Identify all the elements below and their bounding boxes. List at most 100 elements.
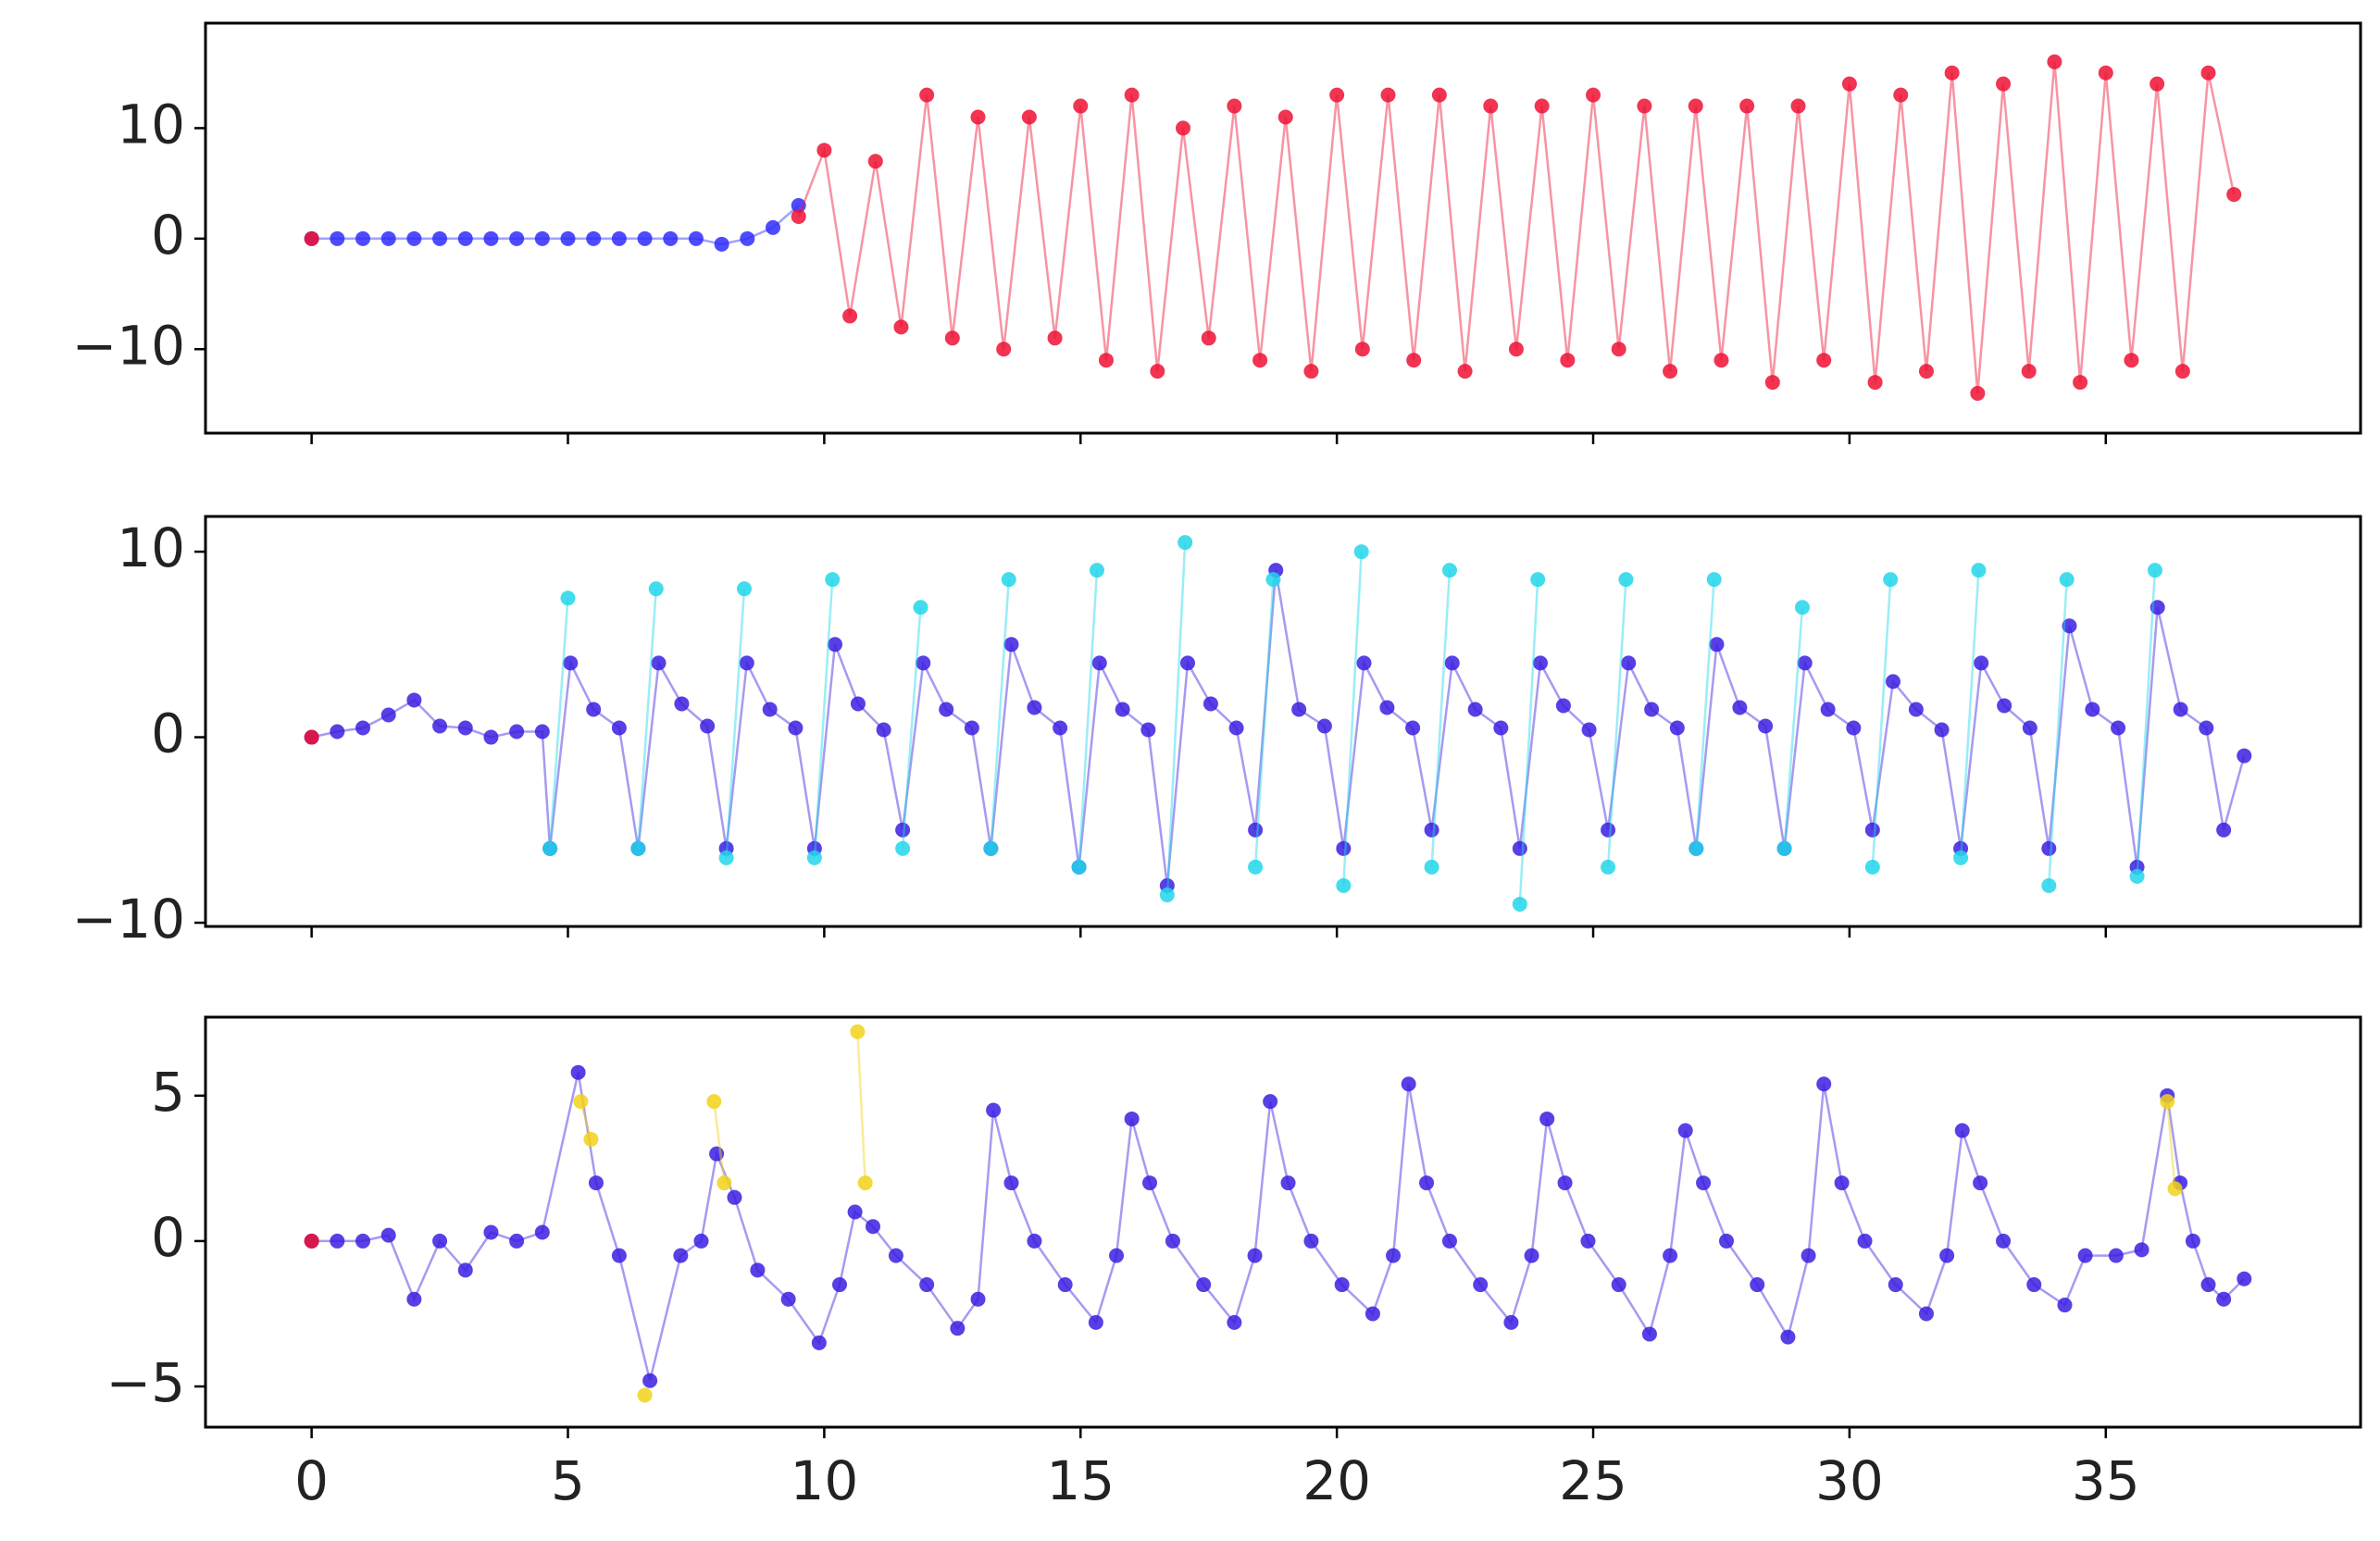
data-point xyxy=(1557,1175,1573,1191)
data-point xyxy=(1601,859,1616,875)
data-point xyxy=(542,840,558,856)
data-point xyxy=(1776,840,1792,856)
data-point xyxy=(1663,364,1678,379)
data-point xyxy=(1908,702,1924,717)
data-point xyxy=(1637,98,1652,114)
series-line xyxy=(713,1100,726,1184)
data-point xyxy=(1227,98,1242,114)
x-tick-label: 20 xyxy=(1302,1449,1371,1512)
data-point xyxy=(1677,1123,1693,1138)
data-point xyxy=(1027,1233,1042,1249)
data-point xyxy=(2057,1298,2073,1313)
data-point xyxy=(611,230,627,246)
data-point xyxy=(1165,1233,1180,1249)
data-point xyxy=(1709,637,1725,652)
data-point xyxy=(2022,720,2037,736)
data-point xyxy=(457,230,473,246)
data-point xyxy=(1457,364,1473,379)
data-point xyxy=(693,1233,709,1249)
data-point xyxy=(1816,1076,1832,1092)
data-point xyxy=(1944,65,1960,81)
data-point xyxy=(1089,563,1104,578)
data-point xyxy=(570,1064,586,1080)
data-point xyxy=(586,702,602,717)
data-point xyxy=(573,1094,589,1110)
data-point xyxy=(1303,1233,1319,1249)
data-point xyxy=(534,230,550,246)
data-point xyxy=(674,696,690,712)
data-point xyxy=(534,1224,550,1240)
data-point xyxy=(2108,1248,2124,1263)
data-point xyxy=(1159,887,1175,902)
data-point xyxy=(1441,1233,1457,1249)
x-tick-label: 5 xyxy=(551,1449,585,1512)
data-point xyxy=(2124,353,2139,368)
data-point xyxy=(673,1248,689,1263)
data-point xyxy=(563,655,579,671)
data-point xyxy=(1140,722,1156,738)
data-point xyxy=(1973,1175,1988,1191)
series-line xyxy=(1078,570,1099,867)
series-line xyxy=(1959,570,1980,858)
y-tick-label: 0 xyxy=(151,702,185,765)
y-tick-label: −5 xyxy=(106,1351,186,1414)
data-point xyxy=(740,230,755,246)
data-point xyxy=(457,720,473,736)
data-point xyxy=(330,724,345,739)
series-line xyxy=(2165,1100,2176,1189)
data-point xyxy=(1857,1233,1873,1249)
data-point xyxy=(1971,563,1987,578)
data-point xyxy=(588,1175,604,1191)
data-point xyxy=(964,720,979,736)
data-point xyxy=(1248,859,1264,875)
data-point xyxy=(1419,1175,1435,1191)
data-point xyxy=(2185,1233,2200,1249)
data-point xyxy=(2077,1248,2093,1263)
data-point xyxy=(1176,120,1191,136)
series-line xyxy=(637,589,658,849)
data-point xyxy=(1424,859,1439,875)
data-point xyxy=(1364,1306,1380,1322)
data-point xyxy=(1997,698,2012,714)
data-point xyxy=(509,230,525,246)
data-point xyxy=(1277,109,1293,125)
data-point xyxy=(919,1277,935,1293)
data-point xyxy=(1227,1314,1242,1330)
series-line xyxy=(990,579,1010,849)
data-point xyxy=(1611,1277,1626,1293)
data-point xyxy=(1027,700,1042,715)
data-point xyxy=(1867,375,1883,391)
data-point xyxy=(483,230,499,246)
data-point xyxy=(1758,718,1774,734)
data-point xyxy=(1178,535,1193,551)
data-point xyxy=(1441,563,1457,578)
series-line xyxy=(548,598,569,849)
data-point xyxy=(709,1146,725,1162)
y-tick-label: 10 xyxy=(117,93,185,156)
series-line xyxy=(856,1031,866,1184)
data-point xyxy=(737,581,752,597)
data-point xyxy=(1641,1326,1657,1342)
data-point xyxy=(2062,618,2077,634)
data-point xyxy=(1611,342,1626,357)
data-point xyxy=(2200,65,2216,81)
data-point xyxy=(1834,1175,1850,1191)
data-point xyxy=(895,822,911,838)
data-point xyxy=(1713,353,1729,368)
data-point xyxy=(1996,1233,2012,1249)
data-point xyxy=(1247,1248,1263,1263)
data-point xyxy=(944,330,960,346)
data-point xyxy=(509,1233,525,1249)
data-point xyxy=(1601,822,1616,838)
data-point xyxy=(857,1175,873,1191)
data-point xyxy=(1091,655,1107,671)
x-tick-label: 15 xyxy=(1046,1449,1115,1512)
data-point xyxy=(432,230,448,246)
data-point xyxy=(1534,98,1550,114)
data-point xyxy=(509,724,525,739)
data-point xyxy=(2111,720,2126,736)
data-point xyxy=(806,850,822,865)
data-point xyxy=(791,198,806,214)
data-point xyxy=(876,722,891,738)
data-point xyxy=(2149,600,2165,615)
